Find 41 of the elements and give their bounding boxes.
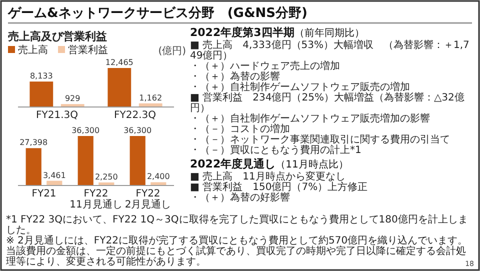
bar bbox=[130, 136, 146, 186]
x-tick-label: FY22.3Q bbox=[114, 110, 156, 122]
text: （11月時点比） bbox=[276, 158, 348, 170]
data-label: 3,461 bbox=[42, 170, 66, 180]
data-label: 27,398 bbox=[20, 138, 48, 148]
text: ・（－）買収にともなう費用の計上*1 bbox=[190, 144, 362, 156]
x-tick-label: FY21 bbox=[32, 188, 56, 200]
data-label: 36,300 bbox=[72, 126, 100, 135]
data-label: 1,162 bbox=[139, 93, 162, 102]
text: ゲーム&ネットワークサービス分野 (G&NS分野) bbox=[7, 6, 308, 21]
bar bbox=[26, 148, 42, 186]
text: ・（－）ネットワーク事業関連取引に関する費用の引当て bbox=[190, 134, 450, 146]
data-label: 12,465 bbox=[105, 58, 134, 67]
text: ・（＋）自社制作ゲームソフトウェア販売の増加 bbox=[190, 81, 410, 93]
data-label: 2,400 bbox=[146, 172, 170, 182]
data-label: 929 bbox=[64, 94, 80, 104]
text: ■ 売上高 4,333億円（53%）大幅増収 （為替影響：＋1,749億円） bbox=[190, 39, 470, 62]
x-tick-label: FY22 11月見通し bbox=[70, 188, 122, 211]
data-label: 2,250 bbox=[94, 172, 118, 182]
bar bbox=[30, 82, 54, 107]
text: ・（＋）為替の影響 bbox=[190, 70, 280, 82]
x-tick-label: FY21.3Q bbox=[36, 110, 78, 122]
chart-title: 売上高及び営業利益 bbox=[8, 30, 107, 43]
text: ・（＋）為替の好影響 bbox=[190, 192, 290, 204]
text: （前年同期比） bbox=[294, 27, 364, 39]
text: ■ 売上高 11月時点から変更なし bbox=[190, 170, 346, 182]
x-tick-label: FY22 2月見通し bbox=[124, 188, 172, 211]
y-axis-title: (億円) bbox=[158, 45, 186, 57]
text: ■ 営業利益 234億円（25%）大幅増益（為替影響：△32億円） bbox=[190, 92, 464, 114]
text: ■ 営業利益 150億円（7%）上方修正 bbox=[190, 181, 368, 193]
bar bbox=[108, 68, 132, 107]
bar bbox=[78, 136, 94, 186]
text: *1 FY22 3Qにおいて、FY22 1Q～3Qに取得を完了した買収にともなう費用として180億円を計上しました。 bbox=[6, 214, 468, 236]
text: ・（－）コストの増加 bbox=[190, 123, 290, 135]
text: ・（＋）自社制作ゲームソフトウェア販売増加の影響 bbox=[190, 112, 430, 124]
data-label: 8,133 bbox=[30, 72, 53, 81]
legend-label: 売上高 bbox=[18, 44, 48, 56]
data-label: 36,300 bbox=[124, 126, 152, 135]
legend-label: 営業利益 bbox=[68, 44, 108, 56]
text: ・（＋）ハードウェア売上の増加 bbox=[190, 60, 340, 72]
bar bbox=[150, 182, 166, 186]
